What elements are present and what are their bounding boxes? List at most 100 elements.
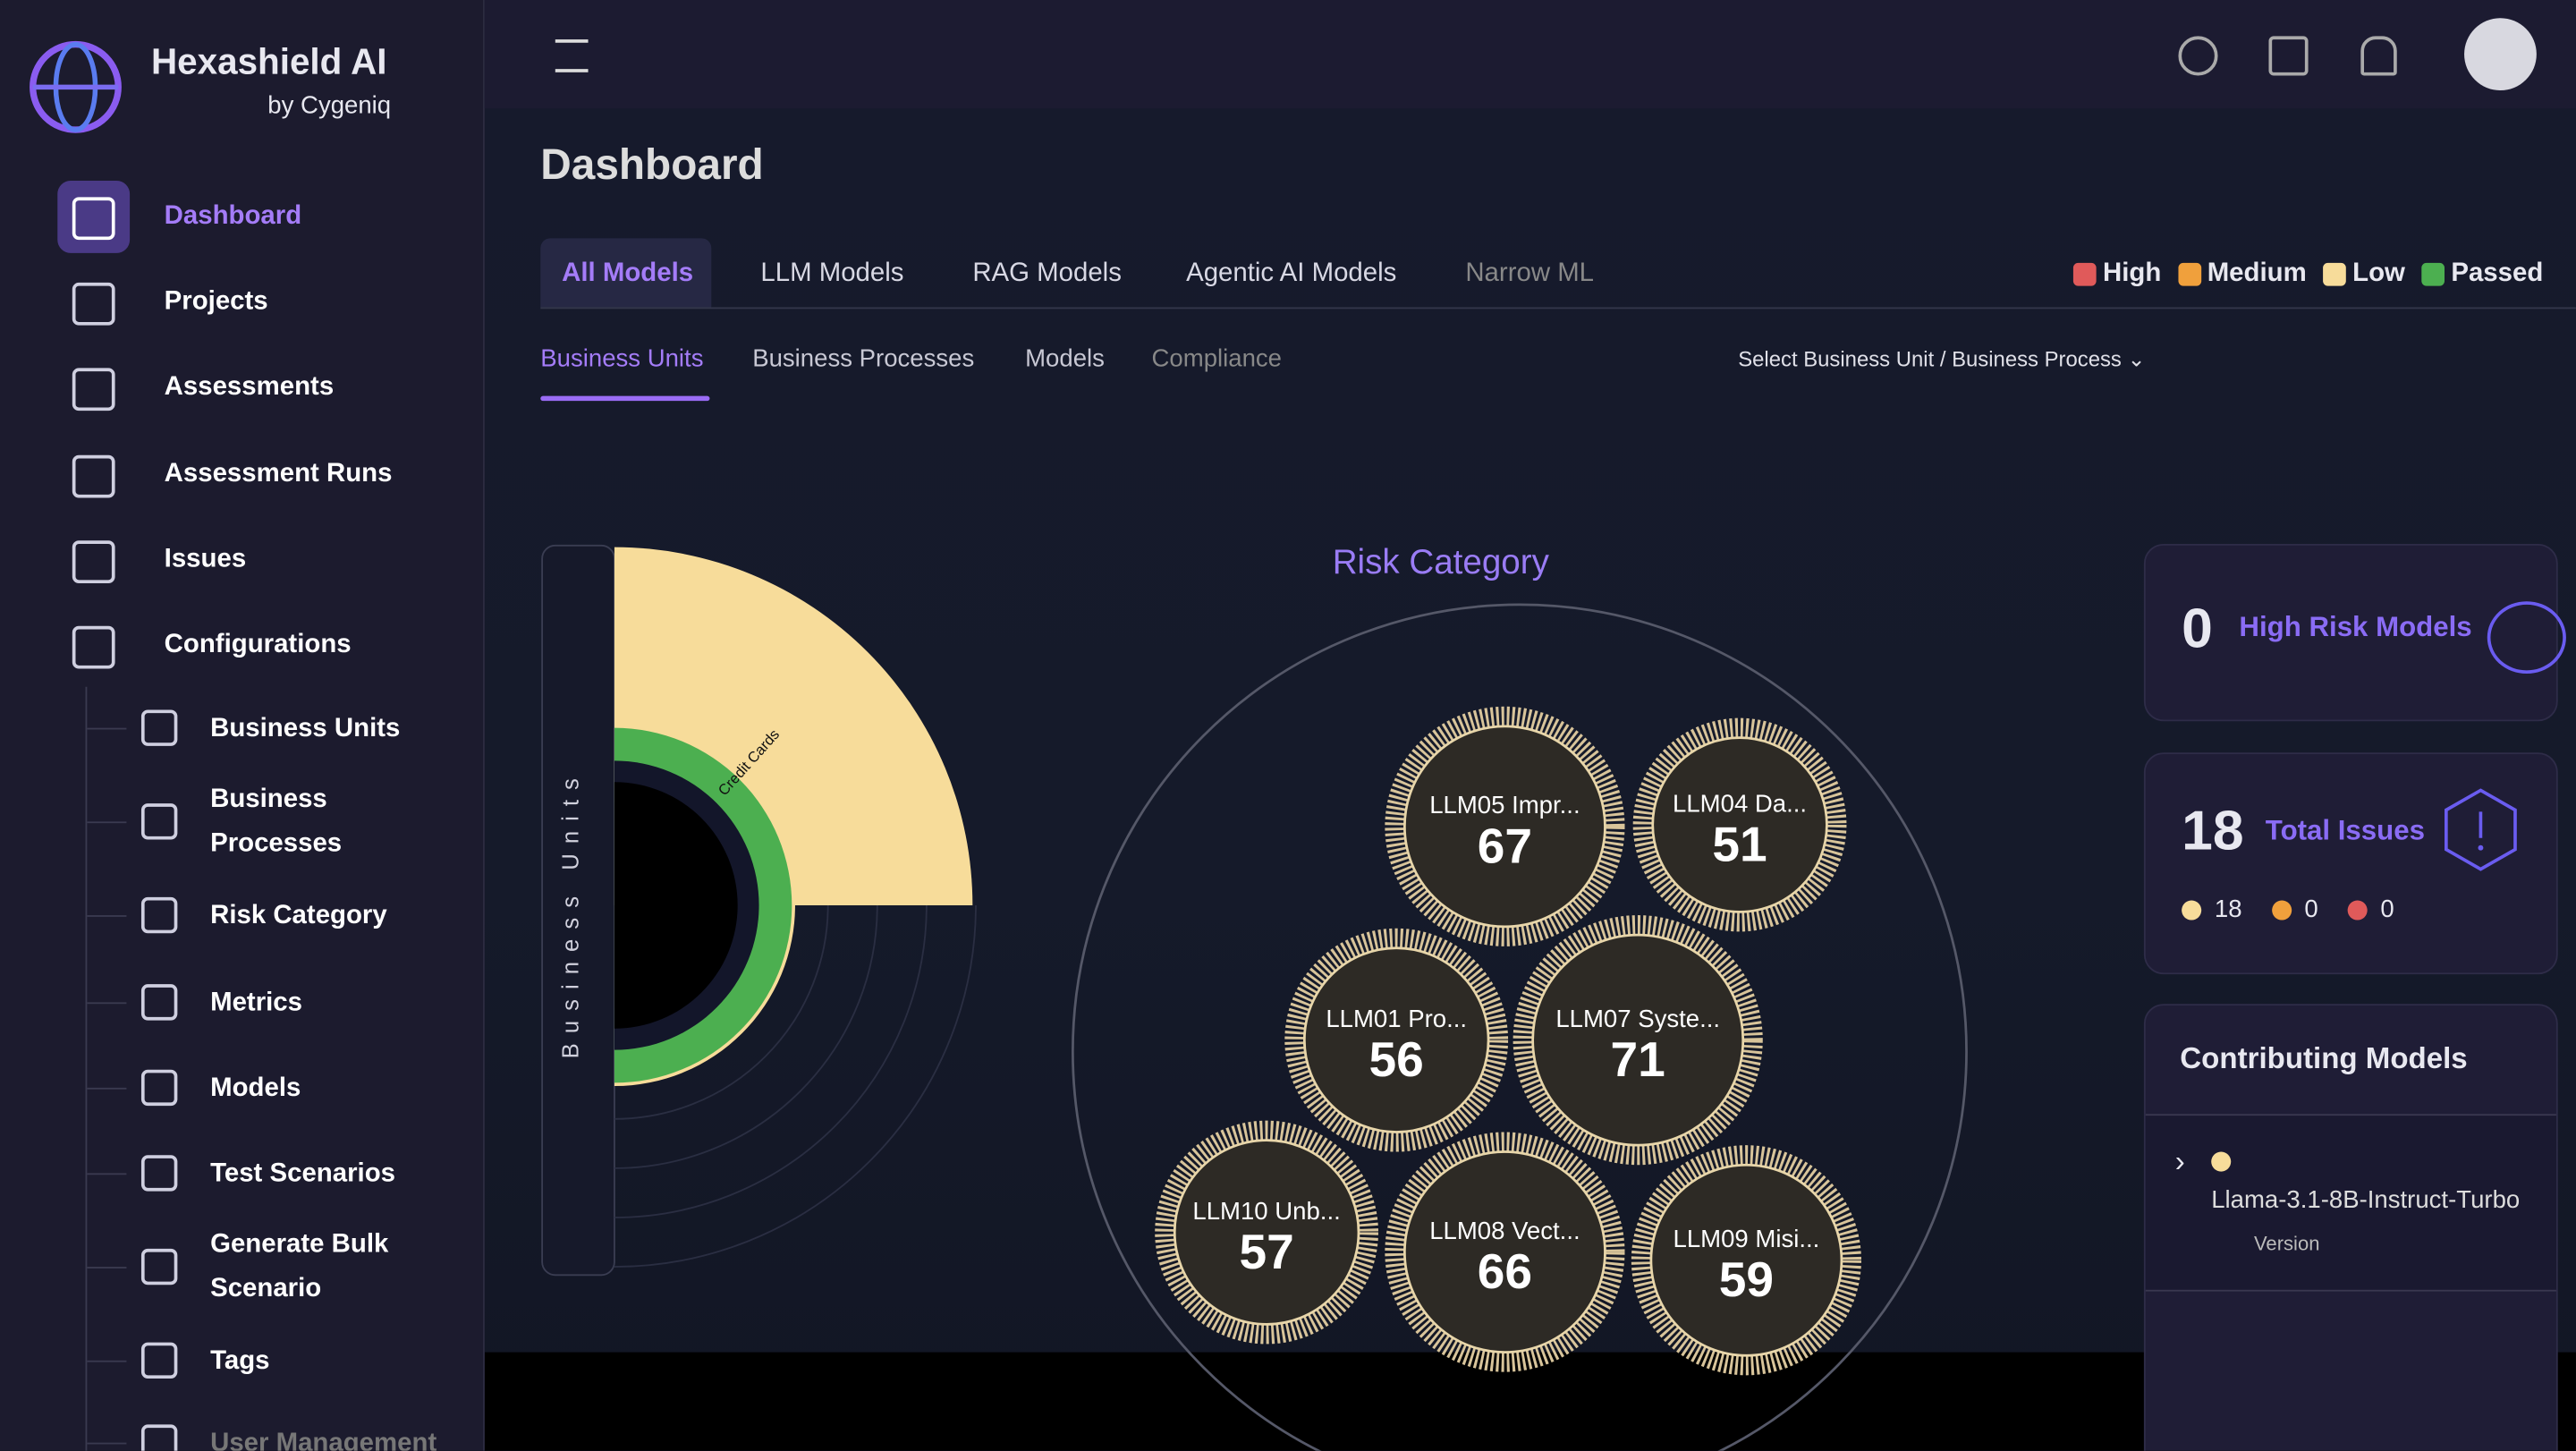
sub-nav-icon	[140, 803, 178, 840]
view-tab[interactable]: Compliance	[1151, 344, 1283, 373]
nav-active-bg	[57, 181, 131, 253]
bubble-body	[1651, 736, 1828, 913]
bubble[interactable]: LLM08 Vect...66	[1385, 1132, 1625, 1372]
sub-nav-item[interactable]: Tags	[210, 1347, 270, 1376]
bubble-ring	[1513, 915, 1763, 1166]
sub-nav-connector	[87, 1087, 127, 1090]
breakdown-value: 0	[2380, 895, 2394, 924]
total-issues-value: 18	[2182, 800, 2244, 863]
nav-item[interactable]: Configurations	[164, 631, 352, 659]
bubble-body	[1173, 1139, 1360, 1326]
sub-nav-connector	[87, 1173, 127, 1175]
issue-breakdown: 18 0 0	[2182, 895, 2401, 923]
sub-nav-item[interactable]: Risk Category	[210, 902, 387, 930]
bubble-body	[1302, 946, 1490, 1133]
language-toggle[interactable]	[2268, 36, 2309, 76]
bubble-ring	[1385, 1132, 1625, 1372]
sub-nav-icon	[140, 1069, 178, 1107]
breakdown-value: 18	[2214, 895, 2242, 924]
bubble-label: LLM07 Syste...	[1555, 1005, 1720, 1032]
model-version: Version	[2253, 1232, 2320, 1256]
gauge-icon	[2487, 601, 2566, 675]
sub-nav-icon	[140, 1248, 178, 1286]
sub-nav-connector	[87, 1360, 127, 1362]
bubble-label: LLM08 Vect...	[1429, 1217, 1580, 1244]
breakdown-dot	[2347, 899, 2368, 920]
model-tab[interactable]: RAG Models	[972, 259, 1122, 288]
model-tab[interactable]: All Models	[562, 259, 694, 288]
model-tab[interactable]: LLM Models	[760, 259, 904, 288]
brand-name: Hexashield AI	[150, 40, 387, 82]
sunburst-axis-label: Business Units	[559, 768, 584, 1058]
view-tab[interactable]: Business Units	[540, 344, 704, 373]
view-tab[interactable]: Models	[1025, 344, 1105, 373]
sub-nav-item[interactable]: Generate Bulk Scenario	[210, 1230, 389, 1303]
sub-nav-connector	[87, 1442, 127, 1445]
sub-nav-connector	[87, 915, 127, 917]
alert-icon	[2445, 788, 2517, 871]
contributing-title: Contributing Models	[2180, 1041, 2468, 1075]
bubble[interactable]: LLM09 Misi...59	[1631, 1145, 1861, 1376]
top-bar	[484, 0, 2576, 109]
nav-item[interactable]: Assessment Runs	[164, 460, 393, 488]
sub-nav-icon	[140, 896, 178, 934]
model-tab[interactable]: Narrow ML	[1465, 259, 1595, 288]
bubble-label: LLM01 Pro...	[1326, 1005, 1467, 1032]
sub-nav-connector	[87, 1002, 127, 1005]
sub-nav-item[interactable]: Business Units	[210, 714, 401, 743]
model-status-dot	[2211, 1151, 2232, 1172]
legend-swatch	[2177, 262, 2201, 286]
legend-label: Medium	[2207, 259, 2307, 288]
nav-item[interactable]: Projects	[164, 287, 268, 316]
bubble-label: LLM09 Misi...	[1674, 1225, 1820, 1252]
breakdown-dot	[2271, 899, 2292, 920]
sub-nav-item[interactable]: Business Processes	[210, 785, 343, 858]
user-avatar[interactable]	[2464, 18, 2537, 91]
model-tab[interactable]: Agentic AI Models	[1186, 259, 1397, 288]
total-issues-label: Total Issues	[2265, 815, 2425, 846]
menu-toggle[interactable]	[555, 39, 589, 72]
sub-nav-connector	[87, 1267, 127, 1269]
sub-nav-item[interactable]: User Management	[210, 1429, 437, 1451]
nav-icon	[72, 197, 115, 241]
sunburst-guides	[614, 905, 977, 1269]
nav-item[interactable]: Issues	[164, 545, 247, 574]
view-tab[interactable]: Business Processes	[752, 344, 975, 373]
theme-toggle[interactable]	[2178, 36, 2218, 76]
risk-title: Risk Category	[1333, 543, 1550, 581]
legend-label: High	[2102, 259, 2162, 288]
legend-label: Low	[2352, 259, 2405, 288]
bubble[interactable]: LLM01 Pro...56	[1284, 928, 1509, 1152]
legend-item: Passed	[2421, 259, 2543, 289]
expand-chevron[interactable]: ›	[2174, 1145, 2185, 1178]
legend-item: High	[2072, 259, 2162, 289]
notifications[interactable]	[2360, 36, 2397, 76]
bubble-body	[1649, 1163, 1843, 1357]
sub-nav-item[interactable]: Test Scenarios	[210, 1159, 395, 1188]
nav-icon	[72, 540, 115, 584]
bubble[interactable]: LLM04 Da...51	[1632, 717, 1847, 932]
sub-nav-item[interactable]: Metrics	[210, 989, 303, 1017]
bubble-ring	[1631, 1145, 1861, 1376]
nav-item[interactable]: Dashboard	[164, 201, 302, 231]
bubble[interactable]: LLM10 Unb...57	[1155, 1120, 1378, 1345]
bubble[interactable]: LLM05 Impr...67	[1385, 706, 1625, 946]
nav-item[interactable]: Assessments	[164, 372, 335, 402]
selector[interactable]: Select Business Unit / Business Process …	[1738, 346, 2146, 372]
sub-nav-item[interactable]: Models	[210, 1074, 301, 1103]
legend: High Medium Low Passed	[2072, 259, 2543, 289]
sub-nav-icon	[140, 1155, 178, 1192]
legend-item: Medium	[2177, 259, 2307, 289]
bubble-value: 67	[1478, 818, 1532, 873]
breakdown-item: 0	[2271, 895, 2318, 923]
sub-nav-connector	[87, 727, 127, 730]
bubble-value: 71	[1611, 1031, 1665, 1087]
bubble[interactable]: LLM07 Syste...71	[1513, 915, 1763, 1166]
sub-nav-icon	[140, 1424, 178, 1451]
sub-nav-icon	[140, 1342, 178, 1379]
bubble-value: 59	[1719, 1252, 1774, 1307]
model-row[interactable]: › Llama-3.1-8B-Instruct-Turbo Version	[2145, 1114, 2556, 1292]
